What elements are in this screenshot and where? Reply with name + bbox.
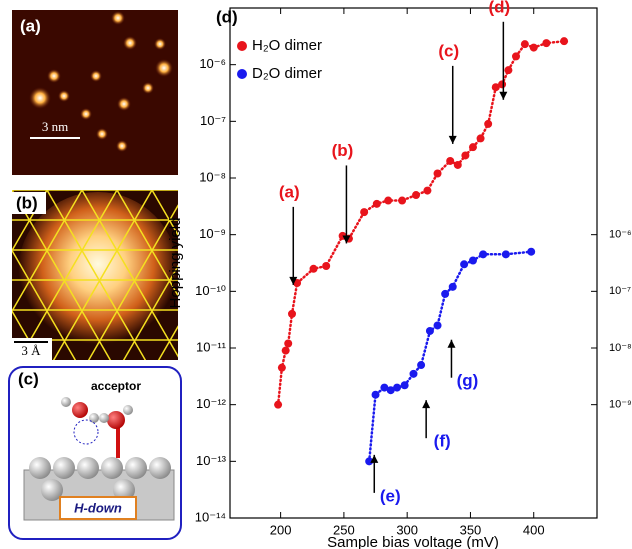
- data-point: [441, 290, 449, 298]
- annotation-label: (e): [380, 486, 401, 505]
- data-point: [530, 44, 538, 52]
- data-point: [278, 364, 286, 372]
- data-point: [282, 347, 290, 355]
- data-point: [310, 265, 318, 273]
- data-point: [502, 250, 510, 258]
- data-point: [512, 52, 520, 60]
- y-tick-label: 10⁻⁹: [199, 226, 226, 241]
- data-point: [360, 208, 368, 216]
- data-point: [410, 370, 418, 378]
- data-point: [527, 248, 535, 256]
- y2-tick-label: 10⁻⁹: [609, 399, 632, 411]
- legend-label: D₂O dimer: [252, 65, 322, 82]
- dimer-image: [18, 192, 178, 352]
- data-point: [454, 161, 462, 169]
- legend-marker: [237, 69, 247, 79]
- y-tick-label: 10⁻⁷: [200, 113, 226, 128]
- data-point: [322, 262, 330, 270]
- data-point: [484, 120, 492, 128]
- config-label: H-down: [74, 500, 122, 515]
- scale-text: 3 nm: [42, 119, 68, 134]
- panel-label: (a): [20, 16, 41, 35]
- x-tick-label: 300: [396, 522, 418, 537]
- figure: (a) 3 nm (b) 3 Å (c) acceptor: [0, 0, 632, 549]
- y-tick-label: 10⁻¹²: [196, 396, 227, 411]
- data-point: [373, 200, 381, 208]
- data-point: [284, 340, 292, 348]
- x-tick-label: 350: [460, 522, 482, 537]
- panel-label: (b): [16, 193, 38, 212]
- y2-tick-label: 10⁻⁶: [609, 229, 632, 241]
- data-point: [479, 250, 487, 258]
- data-point: [393, 384, 401, 392]
- fit-line: [369, 252, 531, 462]
- data-point: [469, 143, 477, 151]
- data-point: [461, 151, 469, 159]
- data-point: [449, 283, 457, 291]
- x-tick-label: 250: [333, 522, 355, 537]
- arrow-head: [422, 400, 430, 408]
- legend-marker: [237, 41, 247, 51]
- data-point: [401, 381, 409, 389]
- scale-text: 3 Å: [21, 343, 41, 358]
- y2-tick-label: 10⁻⁸: [609, 342, 632, 354]
- arrow-head: [499, 92, 507, 100]
- data-point: [426, 327, 434, 335]
- lattice-line: [0, 0, 2, 536]
- data-point: [560, 37, 568, 45]
- legend-label: H₂O dimer: [252, 37, 322, 54]
- panel-a: (a) 3 nm: [12, 10, 178, 175]
- panel-label: (c): [18, 369, 39, 388]
- annotation-label: (a): [279, 182, 300, 201]
- data-point: [384, 197, 392, 205]
- data-point: [460, 260, 468, 268]
- page: {"panels": {"a": {"label": "(a)", "scale…: [0, 0, 632, 549]
- panel-label: (d): [216, 7, 238, 26]
- annotation-label: (d): [488, 0, 510, 16]
- acceptor-label: acceptor: [91, 379, 141, 393]
- data-point: [372, 391, 380, 399]
- data-point: [288, 310, 296, 318]
- x-tick-label: 400: [523, 522, 545, 537]
- data-point: [446, 157, 454, 165]
- y-tick-label: 10⁻¹⁰: [195, 283, 226, 298]
- y-tick-label: 10⁻⁸: [199, 169, 226, 184]
- data-point: [274, 401, 282, 409]
- plot-frame: [230, 8, 597, 518]
- y-tick-label: 10⁻¹¹: [196, 339, 227, 354]
- arrow-head: [449, 136, 457, 144]
- data-point: [417, 361, 425, 369]
- annotation-label: (f): [434, 432, 451, 451]
- y-axis-label: Hopping yield: [167, 218, 184, 309]
- data-point: [477, 134, 485, 142]
- panel-c: (c) acceptor H-down: [9, 367, 181, 539]
- data-point: [542, 39, 550, 47]
- data-point: [423, 187, 431, 195]
- y-tick-label: 10⁻⁶: [199, 56, 226, 71]
- annotation-label: (c): [438, 41, 459, 60]
- annotation-label: (b): [332, 141, 354, 160]
- fit-line: [278, 41, 564, 405]
- data-point: [521, 40, 529, 48]
- data-point: [434, 321, 442, 329]
- data-point: [434, 170, 442, 178]
- data-point: [398, 197, 406, 205]
- y2-tick-label: 10⁻⁷: [609, 285, 631, 297]
- data-point: [498, 80, 506, 88]
- y-tick-label: 10⁻¹³: [196, 453, 227, 468]
- data-point: [412, 191, 420, 199]
- x-tick-label: 200: [270, 522, 292, 537]
- y-tick-label: 10⁻¹⁴: [195, 509, 226, 524]
- arrow-head: [447, 340, 455, 348]
- chart: (d) Sample bias voltage (mV) Hopping yie…: [167, 7, 597, 549]
- data-point: [469, 257, 477, 265]
- lattice-line: [0, 0, 2, 536]
- data-point: [504, 66, 512, 74]
- annotation-label: (g): [457, 371, 479, 390]
